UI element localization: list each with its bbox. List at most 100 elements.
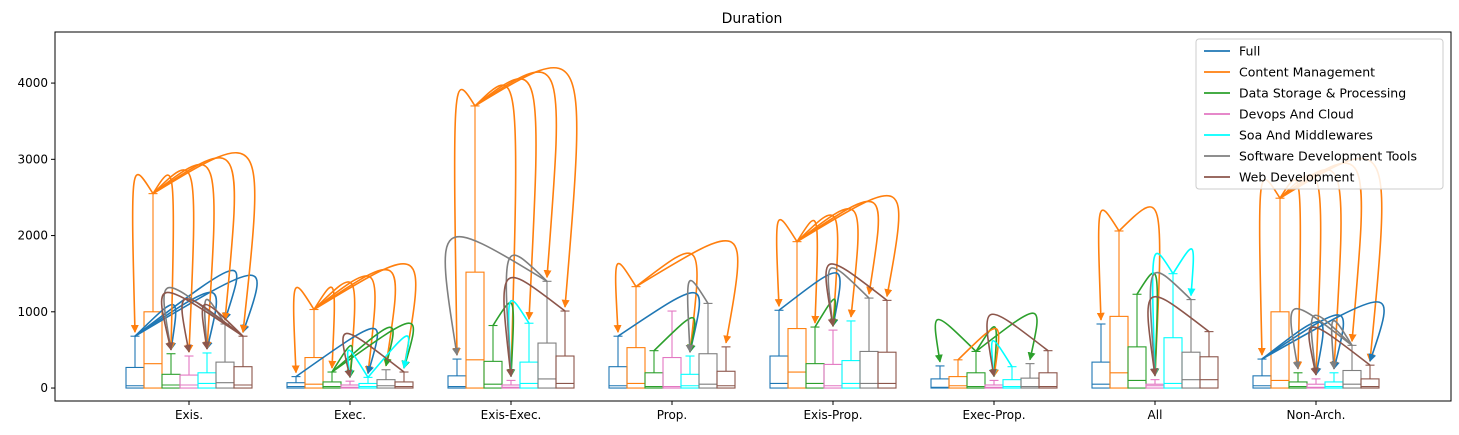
box-3-0: [608, 335, 628, 389]
significance-arrow: [130, 173, 154, 333]
x-tick-label: Exec.: [334, 408, 366, 422]
legend-entry: Software Development Tools: [1239, 149, 1417, 164]
box-body: [1038, 372, 1058, 389]
box-6-2: [1127, 293, 1147, 389]
box-7-6: [1360, 364, 1380, 389]
significance-arrow: [1257, 178, 1281, 356]
significance-arrow: [331, 322, 415, 373]
box-2-0: [447, 358, 467, 389]
box-body: [519, 361, 539, 389]
plot-frame: [54, 31, 1452, 402]
significance-arrow: [796, 194, 900, 298]
box-4-6: [877, 299, 897, 389]
significance-arrow: [345, 349, 369, 378]
box-6-1: [1109, 230, 1129, 389]
significance-arrow: [505, 254, 548, 378]
box-2-3: [501, 379, 521, 389]
significance-arrow: [160, 291, 244, 351]
box-body: [805, 363, 825, 389]
box-1-4: [358, 376, 378, 389]
significance-arrow: [474, 77, 537, 321]
box-3-2: [644, 350, 664, 389]
box-body: [215, 361, 235, 389]
box-5-4: [1002, 366, 1022, 389]
significance-arrow: [181, 297, 244, 353]
significance-arrow: [492, 302, 516, 378]
significance-arrow: [825, 263, 888, 327]
significance-arrow: [1308, 326, 1371, 376]
box-body: [304, 356, 324, 389]
significance-arrow: [474, 84, 517, 378]
box-5-2: [966, 350, 986, 389]
significance-arrow: [342, 332, 405, 378]
box-body: [877, 351, 897, 389]
box-body: [1324, 381, 1344, 389]
box-body: [537, 342, 557, 389]
significance-arrow: [331, 344, 355, 378]
box-7-2: [1288, 372, 1308, 389]
box-2-1: [465, 105, 485, 389]
significance-arrow: [134, 303, 177, 351]
box-6-6: [1199, 331, 1219, 389]
x-tick-label: Exis.: [175, 408, 203, 422]
legend-entry: Data Storage & Processing: [1239, 86, 1406, 101]
significance-arrow: [989, 340, 1013, 378]
box-body: [859, 350, 879, 389]
y-tick-label: 0: [40, 381, 48, 395]
significance-arrow: [934, 318, 977, 363]
x-tick-label: Prop.: [657, 408, 687, 422]
box-7-4: [1324, 372, 1344, 389]
significance-arrow: [635, 252, 698, 353]
significance-arrow: [685, 279, 709, 353]
box-body: [1181, 351, 1201, 389]
significance-arrow: [613, 262, 637, 333]
significance-arrow: [814, 298, 838, 328]
box-0-1: [143, 193, 163, 389]
significance-arrow: [291, 286, 315, 374]
significance-arrow: [1329, 319, 1353, 370]
box-6-3: [1145, 379, 1165, 389]
legend-entry: Content Management: [1239, 65, 1375, 80]
legend: Full Content Management Data Storage & Pro…: [1195, 38, 1444, 190]
significance-arrow: [957, 327, 1000, 378]
x-tick-label: Exec-Prop.: [962, 408, 1025, 422]
significance-arrow: [313, 275, 376, 375]
box-2-6: [555, 310, 575, 389]
box-0-0: [125, 335, 145, 389]
significance-arrow: [152, 174, 176, 351]
box-5-5: [1020, 363, 1040, 389]
box-7-3: [1306, 378, 1326, 389]
box-5-0: [930, 365, 950, 389]
box-0-4: [197, 352, 217, 389]
box-body: [161, 373, 181, 389]
box-body: [465, 271, 485, 389]
y-tick-label: 3000: [17, 152, 48, 166]
box-4-4: [841, 320, 861, 389]
significance-arrow: [778, 272, 841, 327]
box-body: [1199, 356, 1219, 389]
box-0-5: [215, 323, 235, 389]
significance-arrow: [635, 239, 739, 344]
y-tick-label: 1000: [17, 305, 48, 319]
significance-arrow: [617, 292, 701, 353]
significance-arrow: [474, 66, 578, 308]
box-1-5: [376, 369, 396, 389]
significance-arrow: [152, 163, 215, 350]
box-5-3: [984, 379, 1004, 389]
significance-arrow: [152, 157, 236, 321]
legend-entry: Web Development: [1239, 170, 1354, 185]
box-body: [930, 378, 950, 389]
x-tick-label: Exis-Exec.: [481, 408, 542, 422]
box-4-1: [787, 241, 807, 389]
box-body: [823, 363, 843, 389]
box-3-6: [716, 346, 736, 389]
box-body: [1342, 369, 1362, 389]
box-0-2: [161, 353, 181, 389]
box-body: [179, 374, 199, 389]
legend-entry: Devops And Cloud: [1239, 107, 1354, 122]
significance-arrow: [201, 303, 244, 350]
significance-arrow: [1261, 314, 1345, 370]
box-layer: [125, 105, 1380, 389]
significance-arrow: [796, 200, 880, 295]
